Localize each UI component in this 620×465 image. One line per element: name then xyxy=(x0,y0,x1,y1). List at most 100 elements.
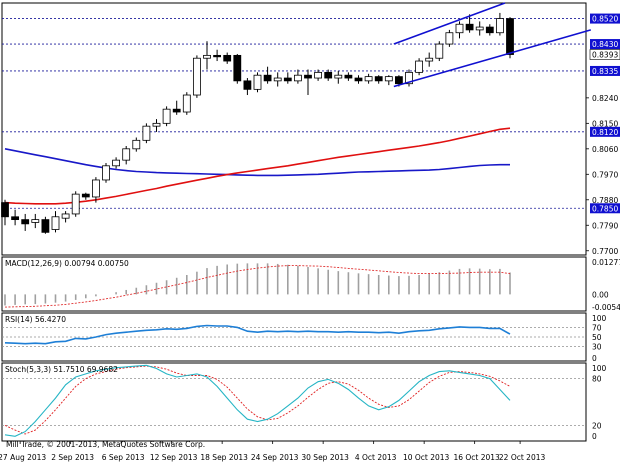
current-price-tag-bg xyxy=(589,49,620,60)
x-tick-label: 30 Sep 2013 xyxy=(301,453,349,462)
current-price-label: 0.8393 xyxy=(592,51,618,60)
candle-body xyxy=(465,23,474,31)
x-tick-label: 16 Oct 2013 xyxy=(453,453,500,462)
candle xyxy=(11,209,20,226)
x-tick-label: 27 Aug 2013 xyxy=(0,453,46,462)
candle xyxy=(31,213,40,229)
candle-body xyxy=(293,74,302,82)
candle-body xyxy=(425,57,434,62)
x-axis: 27 Aug 2013 2 Sep 2013 6 Sep 2013 12 Sep 20… xyxy=(0,441,546,462)
candle xyxy=(132,137,141,152)
candle xyxy=(374,75,383,84)
candle-body xyxy=(324,71,333,79)
candle xyxy=(61,211,70,223)
candle-body xyxy=(11,216,20,221)
candle xyxy=(405,69,413,87)
price-tick-label: 0.8520 xyxy=(592,15,618,24)
candle-body xyxy=(263,74,272,82)
candle xyxy=(51,211,60,233)
price-tick-label: 0.8335 xyxy=(592,67,618,76)
candle-body xyxy=(162,108,171,124)
candle xyxy=(182,92,191,115)
stoch-label: Stoch(5,3,3) 51.7510 69.9682 xyxy=(5,365,118,374)
candle xyxy=(506,17,514,59)
candle-body xyxy=(415,60,424,73)
candle xyxy=(475,21,484,36)
price-tag-bg xyxy=(590,39,620,50)
price-tick-label: 0.7790 xyxy=(592,221,618,230)
candle xyxy=(122,145,131,165)
macd-signal-line xyxy=(4,265,511,308)
rsi-line xyxy=(4,324,511,345)
frame-price xyxy=(1,2,587,256)
copyright-text: Mill Trade, © 2001-2013, MetaQuotes Soft… xyxy=(6,440,205,449)
x-tick-label: 10 Oct 2013 xyxy=(403,453,450,462)
candle-body xyxy=(253,74,262,90)
candle xyxy=(71,191,80,217)
price-tag-bg xyxy=(590,126,620,137)
rsi-tick-label: 30 xyxy=(592,343,602,352)
candle-body xyxy=(31,219,40,223)
candle-body xyxy=(405,71,413,85)
candle-body xyxy=(485,26,494,34)
moving-average-red xyxy=(4,127,511,205)
channel-line-1 xyxy=(393,29,592,88)
candle xyxy=(435,41,444,62)
candle xyxy=(213,49,222,62)
candle xyxy=(334,70,343,84)
macd-tick-label: 0.00 xyxy=(592,290,609,299)
candle xyxy=(1,199,9,226)
panel-frames xyxy=(1,2,587,442)
rsi-tick-label: 0 xyxy=(592,354,597,363)
candle xyxy=(364,73,373,84)
candle-body xyxy=(243,80,252,90)
candle xyxy=(425,52,434,67)
candle xyxy=(223,52,232,64)
candle xyxy=(384,75,393,86)
candle-body xyxy=(152,122,161,127)
macd-tick-label: 0.01277 xyxy=(592,258,620,267)
price-tick-label: 0.7970 xyxy=(592,170,618,179)
candle-body xyxy=(71,193,80,215)
candle-body xyxy=(495,18,504,34)
candle xyxy=(253,72,262,93)
candle-body xyxy=(506,18,514,55)
candle-body xyxy=(394,76,403,85)
candle xyxy=(293,69,302,84)
candle-body xyxy=(1,202,9,218)
x-tick-label: 6 Sep 2013 xyxy=(102,453,145,462)
candle-body xyxy=(102,165,110,181)
frame-stoch xyxy=(1,362,587,442)
candle-body xyxy=(41,219,50,233)
candle-body xyxy=(142,125,151,141)
candle xyxy=(203,41,211,70)
candle xyxy=(455,21,464,39)
candle-body xyxy=(475,26,484,31)
candle xyxy=(263,66,272,84)
candle xyxy=(283,72,292,84)
candle xyxy=(495,12,504,36)
candle-body xyxy=(172,108,181,113)
price-tick-label: 0.8240 xyxy=(592,94,618,103)
candle xyxy=(152,119,161,132)
price-tick-label: 0.8430 xyxy=(592,40,618,49)
price-tick-label: 0.7700 xyxy=(592,247,618,256)
candle xyxy=(21,213,30,231)
candle xyxy=(233,53,242,84)
stoch-signal-line xyxy=(4,365,511,435)
candle-body xyxy=(283,77,292,82)
candle xyxy=(415,58,424,76)
candle-body xyxy=(61,213,70,219)
candle xyxy=(162,106,171,127)
candle xyxy=(192,55,201,98)
candle xyxy=(324,69,333,81)
x-tick-label: 2 Sep 2013 xyxy=(51,453,94,462)
rsi-tick-label-top: 100 xyxy=(592,314,607,323)
rsi-tick-label: 70 xyxy=(592,323,602,332)
price-tick-label: 0.7880 xyxy=(592,196,618,205)
channel-line-0 xyxy=(393,2,506,45)
candle xyxy=(314,69,323,81)
moving-average-blue xyxy=(4,148,510,177)
candle-body xyxy=(51,216,60,230)
